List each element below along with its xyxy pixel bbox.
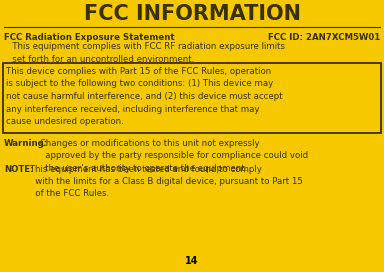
Text: This equipment has been tested and found to comply
   with the limits for a Clas: This equipment has been tested and found… — [27, 165, 303, 199]
Text: This device complies with Part 15 of the FCC Rules, operation
is subject to the : This device complies with Part 15 of the… — [6, 67, 283, 126]
Text: 14: 14 — [185, 256, 199, 266]
Text: NOTE:: NOTE: — [4, 165, 34, 174]
Text: Changes or modifications to this unit not expressly
   approved by the party res: Changes or modifications to this unit no… — [37, 139, 308, 173]
Text: This equipment complies with FCC RF radiation exposure limits
   set forth for a: This equipment complies with FCC RF radi… — [4, 42, 285, 64]
Text: FCC Radiation Exposure Statement: FCC Radiation Exposure Statement — [4, 33, 175, 42]
FancyBboxPatch shape — [3, 63, 381, 133]
Text: Warning:: Warning: — [4, 139, 48, 148]
Text: FCC ID: 2AN7XCM5W01: FCC ID: 2AN7XCM5W01 — [268, 33, 380, 42]
Text: FCC INFORMATION: FCC INFORMATION — [83, 4, 301, 24]
